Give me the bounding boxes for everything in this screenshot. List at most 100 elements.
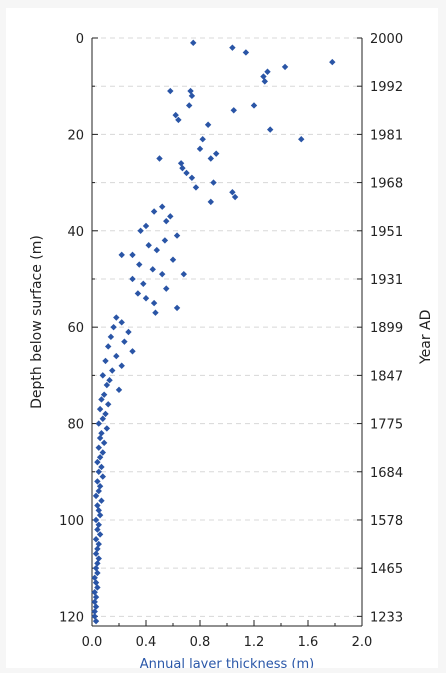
data-point bbox=[92, 603, 100, 610]
x-tick-label: 2.0 bbox=[352, 635, 373, 650]
data-point bbox=[109, 367, 116, 374]
data-point bbox=[196, 145, 204, 153]
data-point bbox=[192, 184, 200, 191]
y2-tick-label: 1968 bbox=[370, 177, 403, 192]
data-point bbox=[213, 150, 220, 157]
data-point bbox=[94, 560, 101, 567]
y2-tick-label: 1951 bbox=[370, 225, 403, 240]
x-tick-label: 1.2 bbox=[244, 635, 265, 650]
data-point bbox=[161, 237, 169, 244]
data-point bbox=[92, 564, 100, 572]
data-point bbox=[134, 290, 142, 297]
data-point bbox=[100, 439, 108, 447]
data-point bbox=[173, 304, 181, 312]
data-point bbox=[180, 270, 187, 278]
data-point bbox=[91, 613, 98, 620]
data-point bbox=[129, 275, 136, 283]
data-point bbox=[163, 217, 170, 225]
data-point bbox=[95, 555, 102, 562]
data-point bbox=[260, 73, 267, 80]
y-tick-label: 100 bbox=[59, 514, 84, 529]
data-point bbox=[94, 545, 101, 553]
data-point bbox=[152, 309, 159, 316]
data-point bbox=[91, 574, 98, 582]
y2-tick-label: 1233 bbox=[370, 610, 403, 625]
data-point bbox=[229, 44, 236, 51]
data-point bbox=[95, 444, 102, 451]
data-point bbox=[125, 328, 132, 336]
data-point bbox=[188, 92, 196, 100]
data-point bbox=[231, 193, 239, 201]
data-point bbox=[329, 58, 336, 66]
data-point bbox=[298, 136, 305, 143]
data-point bbox=[115, 386, 123, 394]
data-point bbox=[102, 410, 109, 418]
y2-tick-label: 1899 bbox=[370, 321, 403, 336]
data-point bbox=[183, 169, 190, 177]
data-point bbox=[92, 536, 100, 543]
data-point bbox=[95, 487, 102, 495]
data-point bbox=[103, 381, 111, 389]
data-point bbox=[94, 502, 101, 509]
data-point bbox=[163, 285, 170, 292]
data-point bbox=[207, 198, 214, 206]
data-point bbox=[96, 531, 104, 538]
data-point bbox=[94, 526, 101, 533]
data-point bbox=[186, 102, 193, 109]
y-tick-label: 40 bbox=[67, 225, 84, 240]
data-point bbox=[96, 511, 104, 519]
data-point bbox=[94, 478, 101, 485]
data-point bbox=[153, 246, 160, 254]
data-point bbox=[169, 256, 177, 263]
data-point bbox=[99, 449, 106, 456]
y-tick-label: 80 bbox=[67, 418, 84, 433]
y-tick-label: 20 bbox=[67, 128, 84, 143]
data-point bbox=[96, 454, 104, 461]
data-point bbox=[106, 376, 113, 384]
data-point bbox=[142, 222, 150, 230]
data-point bbox=[121, 338, 128, 345]
data-point bbox=[105, 401, 112, 408]
data-point bbox=[96, 434, 104, 442]
data-point bbox=[167, 213, 174, 220]
data-point bbox=[145, 242, 152, 249]
data-point bbox=[175, 116, 182, 124]
data-point bbox=[102, 357, 109, 365]
data-point bbox=[204, 121, 212, 128]
data-point bbox=[267, 126, 274, 133]
data-point bbox=[242, 49, 250, 56]
data-point bbox=[92, 550, 100, 557]
data-point bbox=[190, 39, 197, 47]
data-point bbox=[103, 425, 111, 432]
depth-thickness-scatter-chart: 0 20 40 60 80 100 120 0.0 0.4 0.8 1.2 1.6 2.0 2000 199… bbox=[29, 32, 434, 668]
data-point bbox=[107, 333, 115, 341]
data-point bbox=[95, 420, 102, 427]
data-point bbox=[159, 270, 166, 278]
data-point bbox=[229, 189, 236, 196]
data-point bbox=[150, 208, 158, 215]
data-point bbox=[179, 164, 186, 172]
data-point bbox=[98, 463, 105, 471]
data-point bbox=[105, 343, 112, 350]
data-point bbox=[118, 362, 125, 369]
data-point bbox=[96, 483, 104, 490]
y2-tick-label: 1847 bbox=[370, 369, 403, 384]
data-point bbox=[91, 598, 98, 606]
data-point bbox=[95, 540, 102, 548]
data-point bbox=[110, 323, 117, 331]
data-point bbox=[98, 497, 105, 504]
data-point bbox=[173, 232, 181, 239]
data-point bbox=[187, 87, 194, 95]
data-point bbox=[94, 584, 101, 591]
y2-tick-label: 1775 bbox=[370, 418, 403, 433]
x-tick-label: 0.4 bbox=[136, 635, 157, 650]
data-points bbox=[91, 39, 336, 625]
data-point bbox=[95, 507, 102, 514]
data-point bbox=[95, 521, 102, 528]
data-point bbox=[264, 68, 271, 75]
data-point bbox=[92, 579, 100, 586]
data-point bbox=[150, 299, 158, 307]
y2-tick-label: 1684 bbox=[370, 466, 403, 481]
data-point bbox=[113, 314, 120, 321]
data-point bbox=[94, 569, 101, 577]
